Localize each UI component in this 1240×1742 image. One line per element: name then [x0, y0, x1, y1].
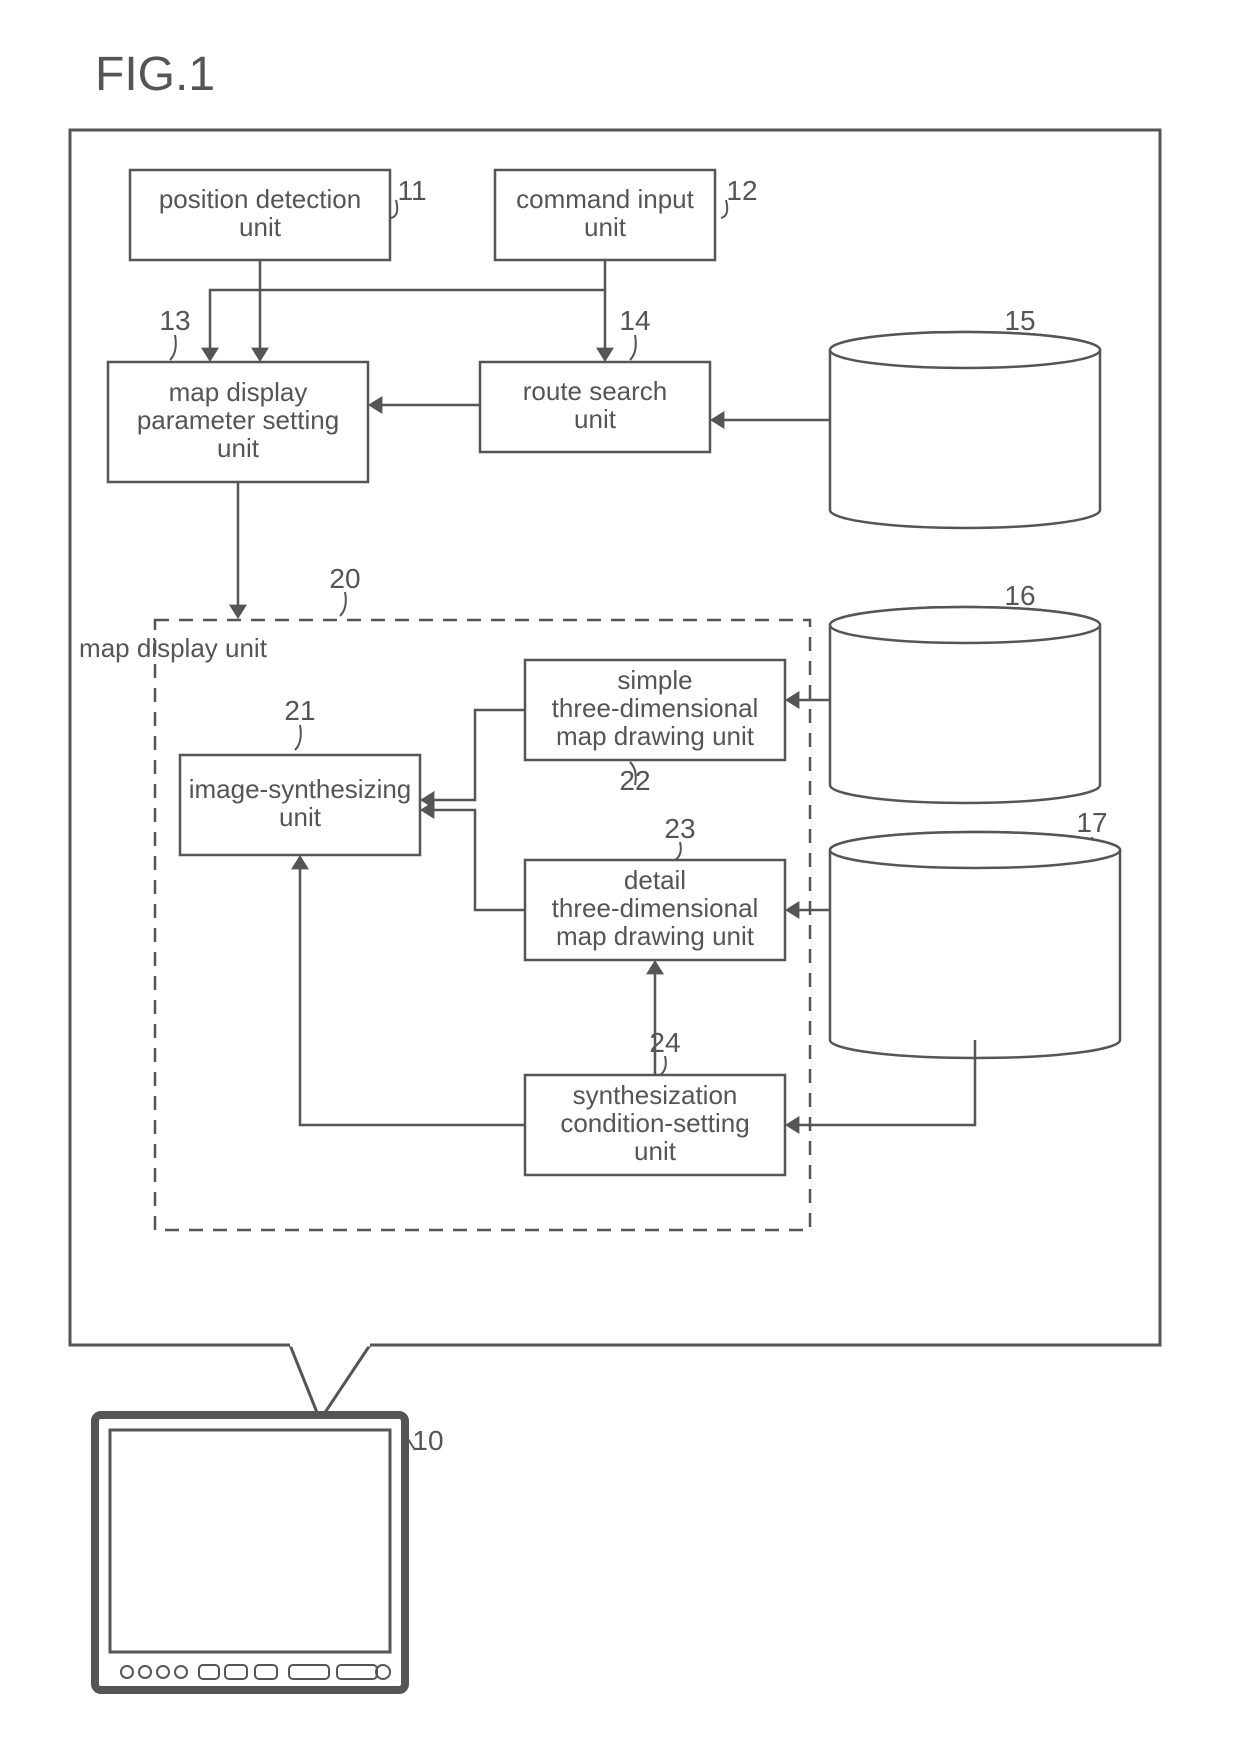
- svg-text:unit: unit: [634, 1136, 677, 1166]
- svg-text:detail: detail: [624, 865, 686, 895]
- svg-text:13: 13: [159, 305, 190, 336]
- svg-text:map drawing unit: map drawing unit: [556, 921, 755, 951]
- svg-text:map display: map display: [169, 377, 308, 407]
- svg-text:unit: unit: [574, 404, 617, 434]
- svg-text:map display unit: map display unit: [79, 633, 268, 663]
- svg-text:20: 20: [329, 563, 360, 594]
- svg-text:map drawing unit: map drawing unit: [556, 721, 755, 751]
- svg-text:21: 21: [284, 695, 315, 726]
- svg-text:simple: simple: [617, 665, 692, 695]
- svg-text:17: 17: [1076, 807, 1107, 838]
- node-22: simplethree-dimensionalmap drawing unit2…: [525, 660, 785, 796]
- svg-text:synthesization: synthesization: [573, 1080, 738, 1110]
- svg-text:10: 10: [412, 1425, 443, 1456]
- node-11: position detectionunit 11: [130, 170, 427, 260]
- svg-text:unit: unit: [584, 212, 627, 242]
- node-13: map displayparameter settingunit 13: [108, 305, 368, 482]
- svg-text:15: 15: [1004, 305, 1035, 336]
- svg-text:route search: route search: [523, 376, 668, 406]
- svg-text:11: 11: [397, 175, 426, 206]
- svg-text:condition-setting: condition-setting: [560, 1108, 749, 1138]
- svg-text:three-dimensional: three-dimensional: [552, 693, 759, 723]
- svg-text:unit: unit: [239, 212, 282, 242]
- svg-text:unit: unit: [279, 802, 322, 832]
- svg-text:position detection: position detection: [159, 184, 361, 214]
- svg-text:parameter setting: parameter setting: [137, 405, 339, 435]
- figure-title: FIG.1: [95, 48, 215, 101]
- svg-text:three-dimensional: three-dimensional: [552, 893, 759, 923]
- svg-text:23: 23: [664, 813, 695, 844]
- svg-text:12: 12: [726, 175, 757, 206]
- svg-text:unit: unit: [217, 433, 260, 463]
- node-23: detailthree-dimensionalmap drawing unit 2…: [525, 813, 785, 960]
- svg-text:image-synthesizing: image-synthesizing: [189, 774, 412, 804]
- device-monitor: [95, 1415, 405, 1690]
- svg-text:14: 14: [619, 305, 650, 336]
- node-12: command inputunit 12: [495, 170, 758, 260]
- node-21: image-synthesizingunit 21: [180, 695, 420, 855]
- svg-text:16: 16: [1004, 580, 1035, 611]
- svg-text:command input: command input: [516, 184, 695, 214]
- node-14: route searchunit 14: [480, 305, 710, 452]
